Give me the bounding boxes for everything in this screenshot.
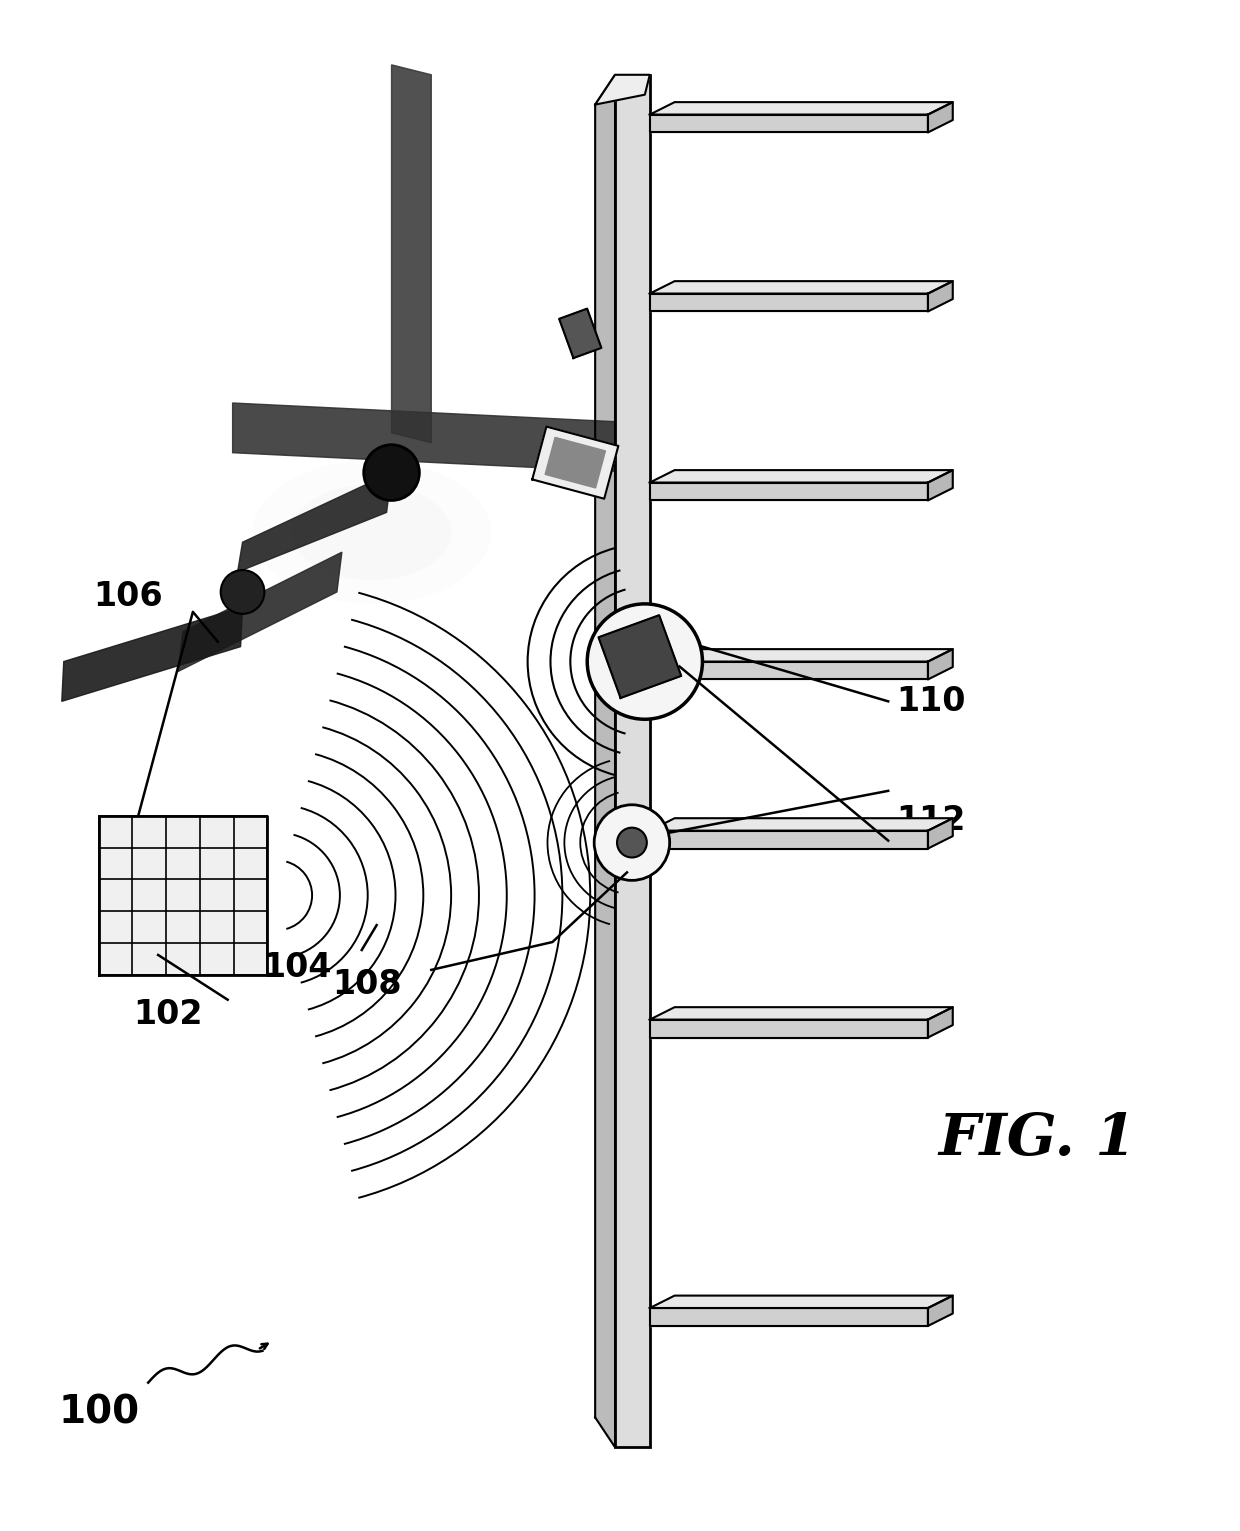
Text: FIG. 1: FIG. 1 <box>939 1110 1136 1167</box>
Polygon shape <box>650 1307 928 1326</box>
Ellipse shape <box>253 461 491 603</box>
Polygon shape <box>179 553 342 672</box>
Polygon shape <box>650 649 952 661</box>
Bar <box>615 75 650 1447</box>
Circle shape <box>588 603 702 720</box>
Ellipse shape <box>293 484 451 580</box>
Polygon shape <box>650 1295 952 1307</box>
Polygon shape <box>928 282 952 311</box>
Polygon shape <box>392 64 432 442</box>
Polygon shape <box>928 1295 952 1326</box>
Circle shape <box>618 828 647 857</box>
Polygon shape <box>599 615 681 698</box>
Polygon shape <box>559 309 601 358</box>
Polygon shape <box>928 470 952 501</box>
Polygon shape <box>532 427 619 499</box>
Polygon shape <box>650 103 952 115</box>
Text: 102: 102 <box>134 998 203 1032</box>
Polygon shape <box>595 75 615 1447</box>
Polygon shape <box>650 470 952 482</box>
Polygon shape <box>595 75 650 104</box>
Polygon shape <box>650 818 952 831</box>
Polygon shape <box>650 282 952 294</box>
Text: 108: 108 <box>332 968 402 1001</box>
Polygon shape <box>650 294 928 311</box>
Polygon shape <box>928 103 952 133</box>
Polygon shape <box>650 661 928 680</box>
Text: 106: 106 <box>93 580 164 614</box>
Polygon shape <box>98 816 268 975</box>
Polygon shape <box>238 473 392 573</box>
Polygon shape <box>928 1007 952 1038</box>
Polygon shape <box>650 831 928 848</box>
Polygon shape <box>62 606 243 701</box>
Text: 104: 104 <box>263 951 332 984</box>
Text: 112: 112 <box>897 804 966 837</box>
Circle shape <box>221 570 264 614</box>
Polygon shape <box>650 115 928 133</box>
Text: 110: 110 <box>897 684 966 718</box>
Circle shape <box>594 805 670 880</box>
Polygon shape <box>650 482 928 501</box>
Polygon shape <box>233 403 640 473</box>
Polygon shape <box>650 1007 952 1020</box>
Polygon shape <box>650 1020 928 1038</box>
Circle shape <box>363 444 419 501</box>
Polygon shape <box>928 649 952 680</box>
Polygon shape <box>546 438 605 488</box>
Polygon shape <box>928 818 952 848</box>
Text: 100: 100 <box>58 1393 140 1431</box>
